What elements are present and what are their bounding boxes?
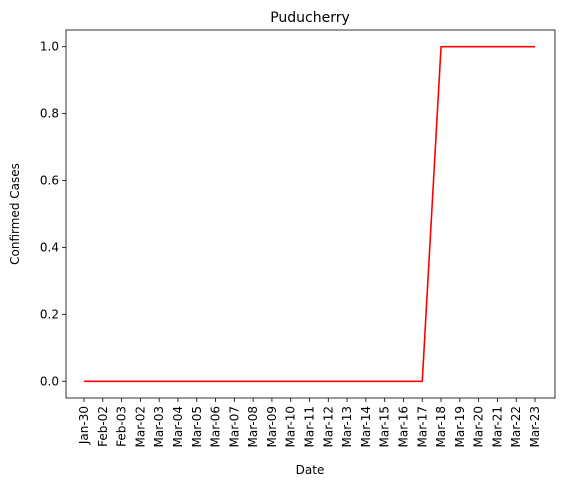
- x-tick-label: Mar-23: [528, 406, 542, 447]
- x-tick-label: Mar-08: [246, 406, 260, 447]
- y-tick-label: 1.0: [40, 40, 59, 54]
- x-tick-label: Mar-18: [434, 406, 448, 447]
- y-tick-label: 0.6: [40, 174, 59, 188]
- x-tick-label: Mar-16: [396, 406, 410, 447]
- x-tick-label: Mar-02: [133, 406, 147, 447]
- x-tick-label: Jan-30: [77, 406, 91, 445]
- series-layer: [84, 45, 535, 383]
- y-axis: 0.0 0.2 0.4 0.6 0.8 1.0: [40, 40, 66, 388]
- x-tick-label: Mar-19: [453, 406, 467, 447]
- x-tick-label: Mar-13: [340, 406, 354, 447]
- x-tick-label: Mar-21: [490, 406, 504, 447]
- y-tick-label: 0.4: [40, 240, 59, 254]
- x-tick-label: Mar-17: [415, 406, 429, 447]
- chart-title: Puducherry: [270, 10, 350, 26]
- y-tick-label: 0.8: [40, 107, 59, 121]
- y-tick-label: 0.0: [40, 374, 59, 388]
- x-tick-label: Mar-05: [190, 406, 204, 447]
- x-axis: Jan-30 Feb-02 Feb-03 Mar-02 Mar-03 Mar-04 Mar-…: [77, 398, 542, 447]
- x-tick-label: Mar-14: [359, 406, 373, 447]
- x-tick-label: Mar-04: [171, 406, 185, 447]
- x-tick-label: Mar-12: [321, 406, 335, 447]
- series-line: [84, 45, 535, 383]
- x-tick-label: Mar-15: [378, 406, 392, 447]
- x-tick-label: Mar-22: [509, 406, 523, 447]
- x-tick-label: Mar-20: [472, 406, 486, 447]
- y-tick-label: 0.2: [40, 307, 59, 321]
- x-tick-label: Mar-09: [265, 406, 279, 447]
- x-tick-label: Mar-11: [303, 406, 317, 447]
- y-axis-label: Confirmed Cases: [8, 163, 22, 265]
- plot-area: [65, 29, 556, 399]
- x-tick-label: Feb-02: [96, 406, 110, 447]
- x-tick-label: Mar-10: [284, 406, 298, 447]
- x-tick-label: Feb-03: [115, 406, 129, 447]
- x-axis-label: Date: [296, 463, 325, 477]
- x-tick-label: Mar-03: [152, 406, 166, 447]
- x-tick-label: Mar-06: [209, 406, 223, 447]
- x-tick-label: Mar-07: [227, 406, 241, 447]
